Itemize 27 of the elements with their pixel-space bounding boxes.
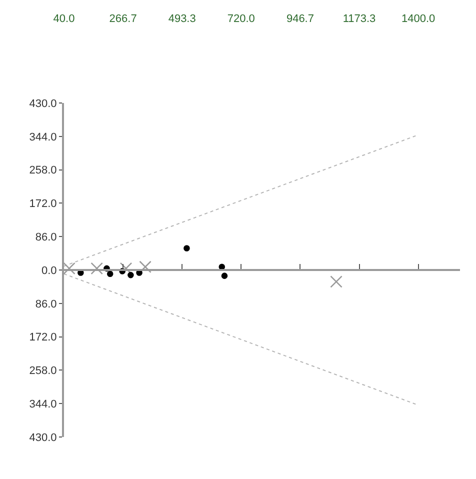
x-tick-label: 946.7	[286, 12, 314, 25]
point	[63, 262, 76, 275]
x-tick-label: 40.0	[53, 12, 75, 25]
x-tick-label: 493.3	[168, 12, 196, 25]
point	[90, 262, 103, 275]
y-tick-label: 86.0	[35, 231, 57, 244]
point	[221, 272, 228, 279]
y-tick-label: 430.0	[29, 98, 57, 110]
x-tick-label: 1173.3	[342, 12, 376, 25]
x-tick-label: 1400.0	[401, 12, 436, 25]
point	[120, 262, 132, 275]
point	[139, 260, 152, 274]
y-tick-label: 86.0	[35, 298, 57, 310]
y-tick-label: 430.0	[29, 432, 57, 444]
y-tick-label: 172.0	[29, 198, 57, 210]
x-tick-label: 720.0	[227, 12, 255, 25]
y-tick-label: 344.0	[29, 398, 57, 410]
point	[106, 270, 114, 278]
point	[128, 272, 134, 278]
y-tick-label: 344.0	[29, 131, 57, 144]
y-tick-label: 172.0	[29, 332, 57, 344]
point	[330, 276, 342, 288]
x-tick-label: 266.7	[109, 12, 137, 25]
y-tick-label: 0.0	[42, 264, 57, 277]
y-tick-label: 258.0	[29, 365, 57, 378]
point	[184, 245, 190, 252]
y-tick-label: 258.0	[29, 164, 57, 177]
